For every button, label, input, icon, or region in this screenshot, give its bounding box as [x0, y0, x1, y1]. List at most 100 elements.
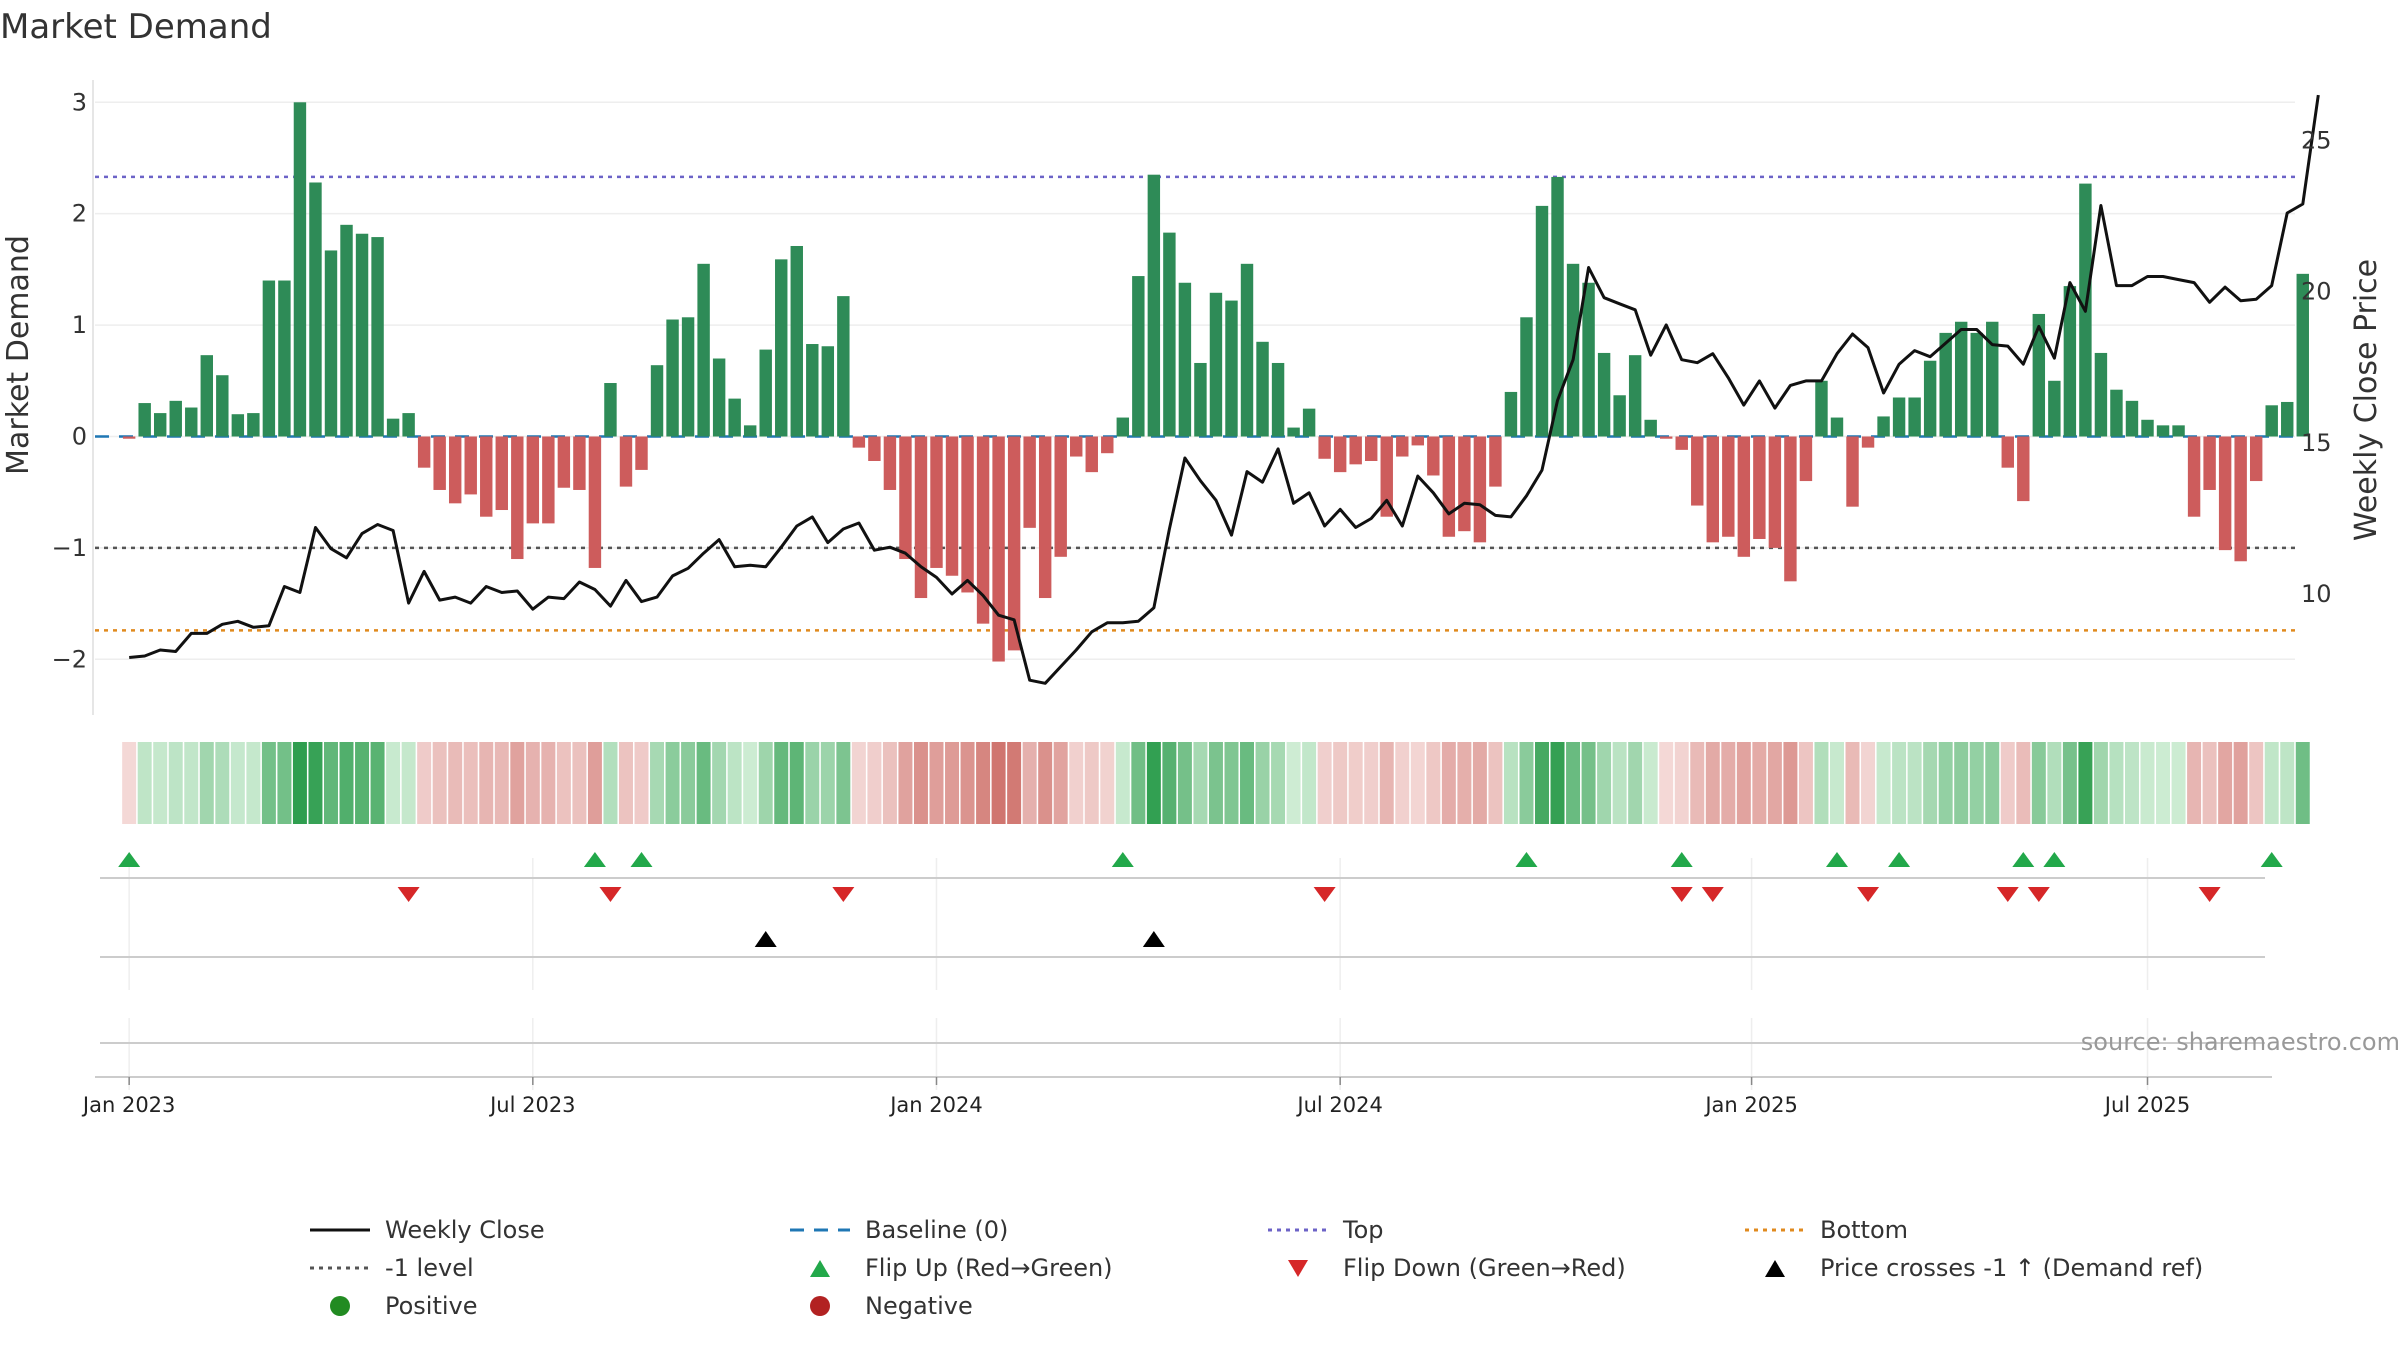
demand-strip-cell: [1022, 742, 1037, 824]
flip-up-marker: [2260, 852, 2283, 867]
demand-strip-cell: [1317, 742, 1332, 824]
positive-demand-bar: [1892, 397, 1906, 437]
negative-demand-bar: [1489, 436, 1502, 487]
negative-demand-bar: [433, 436, 446, 490]
demand-strip-cell: [1115, 742, 1130, 824]
legend-label: Top: [1342, 1216, 1384, 1244]
demand-strip-cell: [1705, 742, 1720, 824]
demand-strip-cell: [1783, 742, 1798, 824]
demand-strip-cell: [976, 742, 991, 824]
negative-demand-bar: [1659, 436, 1673, 439]
negative-demand-bar: [992, 436, 1005, 662]
demand-strip-cell: [1798, 742, 1813, 824]
demand-strip-cell: [122, 742, 137, 824]
demand-strip-cell: [743, 742, 758, 824]
positive-demand-bar: [293, 102, 307, 437]
demand-strip-cell: [2280, 742, 2295, 824]
legend-price-cross-marker: [1765, 1260, 1785, 1277]
positive-demand-bar: [1628, 355, 1642, 437]
negative-demand-bar: [1427, 436, 1440, 476]
demand-strip-cell: [277, 742, 292, 824]
x-tick-label: Jan 2025: [1703, 1093, 1798, 1117]
demand-strip-cell: [882, 742, 897, 824]
negative-demand-bar: [635, 436, 648, 470]
demand-strip-cell: [2109, 742, 2124, 824]
positive-demand-bar: [278, 280, 291, 437]
demand-strip-cell: [618, 742, 633, 824]
legend-label: Flip Up (Red→Green): [865, 1254, 1113, 1282]
demand-strip-cell: [696, 742, 711, 824]
flip-down-marker: [1670, 887, 1693, 902]
demand-strip-cell: [681, 742, 696, 824]
negative-demand-bar: [883, 436, 897, 490]
positive-demand-bar: [1939, 332, 1952, 437]
demand-strip-cell: [1845, 742, 1860, 824]
demand-strip-cell: [1395, 742, 1410, 824]
demand-strip-cell: [2000, 742, 2015, 824]
demand-strip-cell: [1364, 742, 1379, 824]
demand-strip-cell: [1038, 742, 1053, 824]
negative-demand-bar: [2249, 436, 2263, 482]
x-tick-label: Jan 2023: [81, 1093, 176, 1117]
demand-strip-cell: [1177, 742, 1192, 824]
demand-strip-cell: [1069, 742, 1084, 824]
demand-strip-cell: [2124, 742, 2139, 824]
y-tick-label: −1: [52, 534, 87, 562]
positive-demand-bar: [2032, 313, 2046, 437]
demand-strip-cell: [1876, 742, 1891, 824]
demand-strip-cell: [1146, 742, 1161, 824]
y2-tick-label: 20: [2301, 278, 2332, 306]
negative-demand-bar: [511, 436, 524, 560]
demand-strip-cell: [1457, 742, 1472, 824]
demand-strip-cell: [2093, 742, 2108, 824]
flip-down-marker: [2027, 887, 2050, 902]
positive-demand-bar: [309, 182, 322, 437]
negative-demand-bar: [588, 436, 602, 568]
negative-demand-bar: [480, 436, 493, 517]
y-tick-label: 1: [72, 311, 87, 339]
demand-strip-cell: [1643, 742, 1658, 824]
demand-strip-cell: [1550, 742, 1565, 824]
positive-demand-bar: [712, 358, 726, 437]
x-tick-label: Jul 2025: [2103, 1093, 2190, 1117]
demand-strip-cell: [1503, 742, 1518, 824]
positive-demand-bar: [2296, 273, 2309, 437]
axes: −2 −1 0 1 2 3 10 15 20 25: [52, 80, 2332, 715]
demand-strip-cell: [448, 742, 463, 824]
demand-strip-cell: [1566, 742, 1581, 824]
demand-strip-cell: [587, 742, 602, 824]
positive-demand-bar: [1877, 416, 1890, 437]
positive-demand-bar: [185, 407, 198, 437]
negative-demand-bar: [1799, 436, 1813, 482]
demand-strip-cell: [1814, 742, 1829, 824]
negative-demand-bar: [448, 436, 462, 504]
demand-strip-cell: [1752, 742, 1767, 824]
flip-down-marker: [1701, 887, 1724, 902]
demand-strip-cell: [789, 742, 804, 824]
negative-demand-bar: [899, 436, 912, 560]
demand-strip-cell: [1938, 742, 1953, 824]
legend-negative-dot: [810, 1296, 830, 1316]
negative-demand-bar: [1318, 436, 1331, 459]
positive-demand-bar: [697, 263, 710, 437]
flip-up-marker: [1515, 852, 1538, 867]
positive-demand-bar: [1986, 321, 1999, 437]
positive-demand-bar: [2141, 419, 2154, 437]
negative-demand-bar: [526, 436, 540, 524]
positive-demand-bar: [2110, 389, 2123, 437]
positive-demand-bar: [1240, 263, 1254, 437]
negative-demand-bar: [1085, 436, 1098, 473]
demand-strip-cell: [572, 742, 587, 824]
x-axis-ticks: Jan 2023 Jul 2023 Jan 2024 Jul 2024 Jan 2025…: [81, 1077, 2190, 1117]
positive-demand-bar: [371, 237, 384, 437]
demand-strip-cell: [913, 742, 928, 824]
positive-demand-bar: [666, 319, 679, 437]
positive-demand-bar: [1209, 292, 1223, 437]
signal-panels: [95, 852, 2283, 1078]
flip-up-marker: [2012, 852, 2035, 867]
demand-strip-cell: [1472, 742, 1487, 824]
demand-strip-cell: [1488, 742, 1503, 824]
legend-flip-up-marker: [810, 1260, 830, 1277]
negative-demand-bar: [1365, 436, 1378, 461]
positive-demand-bar: [1225, 300, 1238, 437]
